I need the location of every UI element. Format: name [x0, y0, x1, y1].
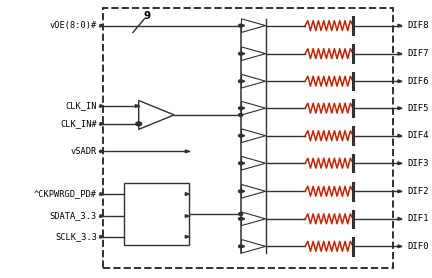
Polygon shape [185, 215, 189, 217]
Polygon shape [398, 217, 402, 220]
Text: DIF5: DIF5 [407, 104, 429, 113]
Circle shape [238, 52, 243, 55]
Polygon shape [398, 52, 402, 55]
Circle shape [238, 245, 243, 248]
Polygon shape [398, 134, 402, 137]
Text: CLK_IN: CLK_IN [66, 101, 97, 110]
Text: ^CKPWRGD_PD#: ^CKPWRGD_PD# [34, 190, 97, 198]
Text: DIF3: DIF3 [407, 159, 429, 168]
Text: DIF8: DIF8 [407, 21, 429, 30]
Polygon shape [100, 193, 104, 195]
Polygon shape [398, 107, 402, 110]
Polygon shape [398, 190, 402, 193]
Polygon shape [241, 245, 245, 247]
Polygon shape [398, 24, 402, 27]
Circle shape [238, 217, 243, 220]
Text: SCLK_3.3: SCLK_3.3 [55, 232, 97, 241]
Circle shape [238, 213, 243, 215]
Polygon shape [100, 123, 104, 125]
Polygon shape [100, 215, 104, 217]
Text: DIF6: DIF6 [407, 77, 429, 86]
Polygon shape [398, 80, 402, 83]
Polygon shape [241, 53, 245, 55]
Polygon shape [100, 150, 104, 153]
Polygon shape [241, 107, 245, 109]
Polygon shape [185, 150, 189, 153]
Text: LOGIC: LOGIC [143, 217, 170, 226]
Circle shape [238, 24, 243, 27]
Circle shape [136, 122, 142, 126]
Text: DIF7: DIF7 [407, 49, 429, 58]
Polygon shape [241, 80, 245, 82]
Polygon shape [241, 24, 245, 27]
Text: DIF4: DIF4 [407, 131, 429, 140]
Text: CONTROL: CONTROL [135, 203, 178, 212]
Polygon shape [100, 235, 104, 238]
Polygon shape [100, 24, 104, 27]
Polygon shape [398, 162, 402, 165]
Polygon shape [241, 162, 245, 164]
Polygon shape [398, 245, 402, 248]
Text: 9: 9 [144, 11, 151, 21]
Text: SDATA_3.3: SDATA_3.3 [50, 212, 97, 220]
Text: DIF0: DIF0 [407, 242, 429, 251]
Polygon shape [241, 218, 245, 220]
Circle shape [238, 190, 243, 193]
Text: DIF2: DIF2 [407, 187, 429, 196]
Text: vSADR: vSADR [71, 147, 97, 156]
Circle shape [238, 107, 243, 110]
Text: DIF1: DIF1 [407, 214, 429, 223]
Circle shape [238, 80, 243, 83]
Text: CLK_IN#: CLK_IN# [60, 119, 97, 128]
Bar [124, 183, 189, 245]
Circle shape [238, 134, 243, 137]
Polygon shape [185, 235, 189, 238]
Polygon shape [185, 193, 189, 195]
Polygon shape [135, 105, 139, 107]
Polygon shape [241, 190, 245, 192]
Circle shape [238, 113, 243, 116]
Circle shape [238, 162, 243, 165]
Polygon shape [100, 105, 104, 107]
Text: vOE(8:0)#: vOE(8:0)# [50, 21, 97, 30]
Polygon shape [241, 135, 245, 137]
